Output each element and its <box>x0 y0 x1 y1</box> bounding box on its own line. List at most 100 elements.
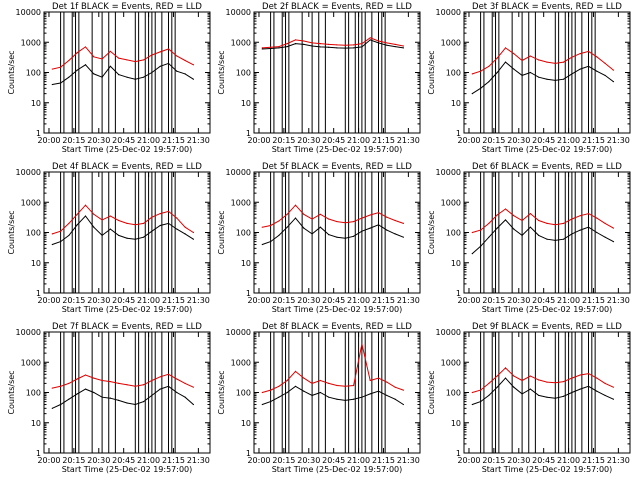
lld-data-point <box>521 379 523 382</box>
x-tick-label: 20:15 <box>62 296 85 305</box>
panel-title: Det 9f BLACK = Events, RED = LLD <box>472 322 622 332</box>
lld-data-point <box>192 231 194 234</box>
events-data-point <box>402 403 404 406</box>
y-tick-label: 1 <box>36 289 41 298</box>
events-series-line <box>472 377 614 405</box>
y-axis-label: Counts/sec <box>7 50 16 94</box>
events-data-point <box>192 238 194 240</box>
events-data-point <box>101 76 103 78</box>
events-data-point <box>344 47 346 49</box>
x-tick-label: 21:15 <box>582 136 605 145</box>
lld-data-point <box>353 220 355 223</box>
events-data-point <box>51 243 53 246</box>
plot-frame <box>253 331 421 454</box>
lld-data-point <box>84 46 87 48</box>
x-axis-label: Start Time (25-Dec-02 19:57:00) <box>62 145 193 154</box>
events-data-point <box>604 394 606 397</box>
y-tick-label: 10000 <box>226 328 251 337</box>
lld-data-point <box>604 62 606 64</box>
panel-title: Det 5f BLACK = Events, RED = LLD <box>262 162 412 172</box>
lld-series-line <box>262 343 404 393</box>
lld-data-point <box>402 389 404 391</box>
y-axis-label: Counts/sec <box>217 370 226 414</box>
lld-data-point <box>529 55 532 57</box>
lld-data-point <box>159 376 161 378</box>
events-data-point <box>328 234 330 236</box>
events-data-point <box>563 395 565 397</box>
lld-data-point <box>328 218 330 220</box>
events-data-point <box>167 62 170 64</box>
lld-data-point <box>521 219 523 222</box>
y-tick-label: 1000 <box>441 358 461 367</box>
lld-data-point <box>579 53 581 55</box>
x-tick-label: 21:00 <box>557 456 580 465</box>
lld-data-point <box>563 222 565 224</box>
events-data-point <box>270 241 272 243</box>
events-data-point <box>319 391 321 394</box>
events-data-point <box>134 78 136 80</box>
detector-panel-7: 1 10 100 1000 10000 20:00 20:15 20:30 20:45 21:00… <box>7 322 211 474</box>
detector-panel-1: 1 10 100 1000 10000 20:00 20:15 20:30 20:45 21:00… <box>7 2 211 154</box>
lld-data-point <box>184 226 186 228</box>
lld-data-point <box>311 218 313 220</box>
x-tick-label: 20:30 <box>297 296 320 305</box>
events-data-point <box>176 70 178 72</box>
lld-data-point <box>554 62 556 64</box>
x-tick-label: 21:30 <box>607 136 630 145</box>
x-tick-label: 21:15 <box>372 456 395 465</box>
x-tick-label: 21:30 <box>187 296 210 305</box>
events-data-point <box>377 390 380 392</box>
events-data-point <box>529 388 532 390</box>
events-data-point <box>303 43 305 45</box>
events-data-point <box>546 396 548 398</box>
lld-data-point <box>109 215 111 217</box>
lld-data-point <box>394 386 396 388</box>
y-tick-label: 100 <box>446 69 461 78</box>
lld-data-point <box>151 54 153 56</box>
lld-data-point <box>184 382 186 384</box>
events-data-point <box>93 73 95 75</box>
y-axis-label: Counts/sec <box>217 50 226 94</box>
events-data-point <box>311 45 313 47</box>
lld-data-point <box>118 382 120 384</box>
lld-data-point <box>480 229 482 231</box>
lld-data-point <box>538 219 540 222</box>
lld-data-point <box>394 43 396 45</box>
lld-data-point <box>353 384 355 387</box>
events-data-point <box>587 65 590 67</box>
x-tick-label: 20:00 <box>457 456 480 465</box>
lld-data-point <box>76 378 78 380</box>
lld-data-point <box>496 57 498 59</box>
x-tick-label: 21:30 <box>607 296 630 305</box>
x-tick-label: 20:45 <box>532 296 555 305</box>
lld-data-point <box>513 375 515 377</box>
x-axis-label: Start Time (25-Dec-02 19:57:00) <box>62 465 193 474</box>
y-tick-label: 10000 <box>226 168 251 177</box>
lld-data-point <box>480 389 482 391</box>
events-data-point <box>394 45 396 48</box>
lld-data-point <box>93 213 95 215</box>
lld-data-point <box>278 220 280 222</box>
events-data-point <box>151 394 153 397</box>
x-tick-label: 21:30 <box>187 136 210 145</box>
y-tick-label: 1000 <box>231 358 251 367</box>
lld-data-point <box>377 212 380 214</box>
lld-data-point <box>303 40 305 42</box>
events-data-point <box>488 81 490 83</box>
events-data-point <box>369 393 371 395</box>
x-tick-label: 20:00 <box>37 136 60 145</box>
events-data-point <box>294 43 297 45</box>
x-tick-label: 20:15 <box>482 136 505 145</box>
x-tick-label: 21:00 <box>557 296 580 305</box>
x-tick-label: 20:30 <box>87 296 110 305</box>
events-data-point <box>361 396 363 398</box>
events-data-point <box>336 47 338 49</box>
x-tick-label: 20:00 <box>457 296 480 305</box>
panel-title: Det 7f BLACK = Events, RED = LLD <box>52 322 202 332</box>
lld-data-point <box>612 69 615 71</box>
lld-series-line <box>472 367 614 393</box>
events-data-point <box>394 233 396 235</box>
lld-data-point <box>60 230 62 232</box>
events-data-point <box>587 385 590 387</box>
lld-data-point <box>286 43 288 45</box>
